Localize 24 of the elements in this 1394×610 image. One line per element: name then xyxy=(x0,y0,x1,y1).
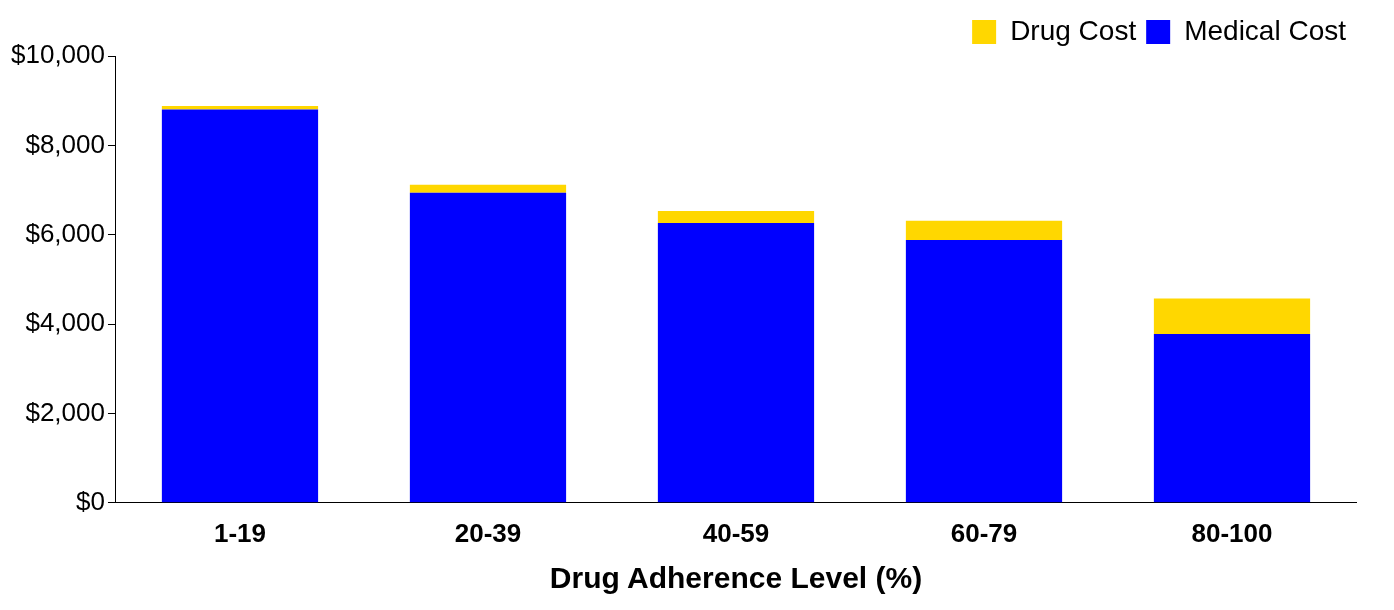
bar xyxy=(409,192,567,503)
y-tick-label: $4,000 xyxy=(25,307,105,338)
bar xyxy=(161,109,319,503)
bar xyxy=(161,106,319,110)
y-tick-label: $0 xyxy=(76,485,105,516)
x-tick-label: 40-59 xyxy=(702,517,770,548)
bar xyxy=(657,211,815,224)
bar xyxy=(657,223,815,503)
bar xyxy=(905,240,1063,503)
bar xyxy=(1153,333,1311,503)
y-tick-label: $10,000 xyxy=(11,39,105,70)
x-axis-title: Drug Adherence Level (%) xyxy=(549,561,923,595)
bar xyxy=(905,220,1063,241)
legend-label: Medical Cost xyxy=(1184,14,1347,46)
y-tick-label: $8,000 xyxy=(25,128,105,159)
bar xyxy=(409,184,567,193)
x-tick-label: 20-39 xyxy=(454,517,522,548)
x-tick-label: 1-19 xyxy=(213,517,267,548)
bar xyxy=(1153,298,1311,334)
x-tick-label: 60-79 xyxy=(950,517,1018,548)
x-tick-label: 80-100 xyxy=(1191,517,1273,548)
legend-label: Drug Cost xyxy=(1010,14,1137,46)
y-tick-label: $2,000 xyxy=(25,396,105,427)
y-tick-label: $6,000 xyxy=(25,217,105,248)
